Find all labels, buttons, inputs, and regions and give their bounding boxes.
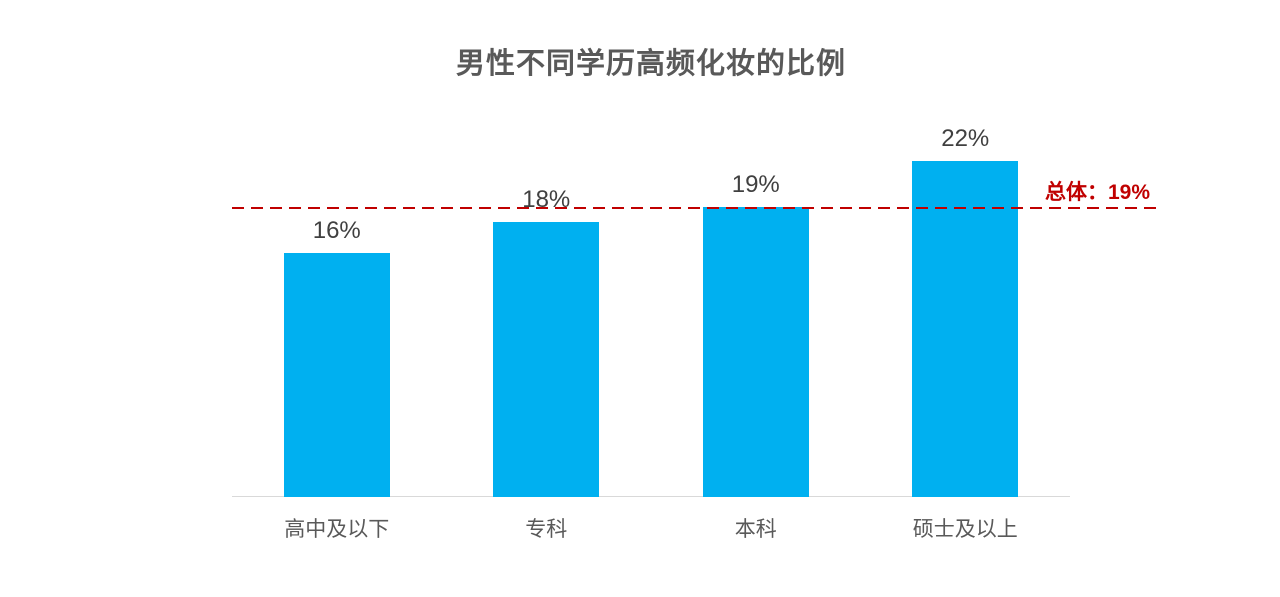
bar-value-label: 19% bbox=[731, 170, 780, 198]
bar-slot: 22% 硕士及以上 bbox=[861, 100, 1071, 541]
x-axis-line bbox=[232, 496, 1070, 497]
reference-line-label: 总体：19% bbox=[1044, 180, 1150, 204]
bar-slot: 18% 专科 bbox=[442, 100, 652, 541]
x-tick-label: 高中及以下 bbox=[284, 518, 390, 541]
reference-dashed-line bbox=[232, 206, 1160, 210]
x-tick-label: 本科 bbox=[734, 518, 777, 541]
plot-area: 16% 高中及以下 18% 专科 19% 本科 22% 硕士及以上 bbox=[232, 100, 1071, 541]
bar-slot: 16% 高中及以下 bbox=[232, 100, 442, 541]
bar-slot: 19% 本科 bbox=[651, 100, 861, 541]
bar bbox=[912, 161, 1019, 497]
x-tick-label: 专科 bbox=[525, 518, 568, 541]
bar-value-label: 22% bbox=[941, 125, 990, 153]
bar-value-label: 16% bbox=[312, 216, 361, 244]
x-tick-label: 硕士及以上 bbox=[912, 518, 1018, 541]
bar bbox=[702, 206, 809, 497]
bar bbox=[493, 222, 600, 497]
bar bbox=[283, 252, 390, 497]
chart-title: 男性不同学历高频化妆的比例 bbox=[455, 48, 846, 80]
